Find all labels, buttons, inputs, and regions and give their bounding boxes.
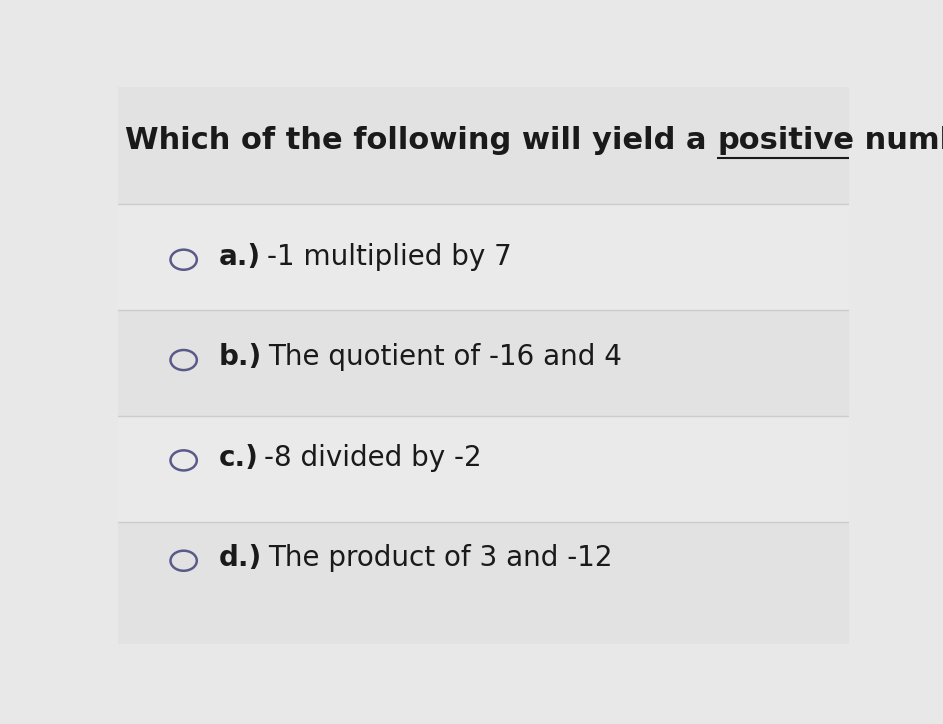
Text: c.): c.) <box>219 444 258 471</box>
Bar <box>118 416 849 522</box>
Text: -8 divided by -2: -8 divided by -2 <box>264 444 482 471</box>
Text: The product of 3 and -12: The product of 3 and -12 <box>268 544 612 572</box>
Text: a.): a.) <box>219 243 261 271</box>
Bar <box>118 522 849 644</box>
Text: positive: positive <box>718 126 854 155</box>
Text: -1 multiplied by 7: -1 multiplied by 7 <box>267 243 511 271</box>
Bar <box>118 310 849 416</box>
Bar <box>118 204 849 310</box>
Text: The quotient of -16 and 4: The quotient of -16 and 4 <box>268 343 621 371</box>
Text: number?: number? <box>854 126 943 155</box>
Bar <box>118 87 849 204</box>
Text: d.): d.) <box>219 544 262 572</box>
Text: b.): b.) <box>219 343 262 371</box>
Text: Which of the following will yield a: Which of the following will yield a <box>125 126 718 155</box>
